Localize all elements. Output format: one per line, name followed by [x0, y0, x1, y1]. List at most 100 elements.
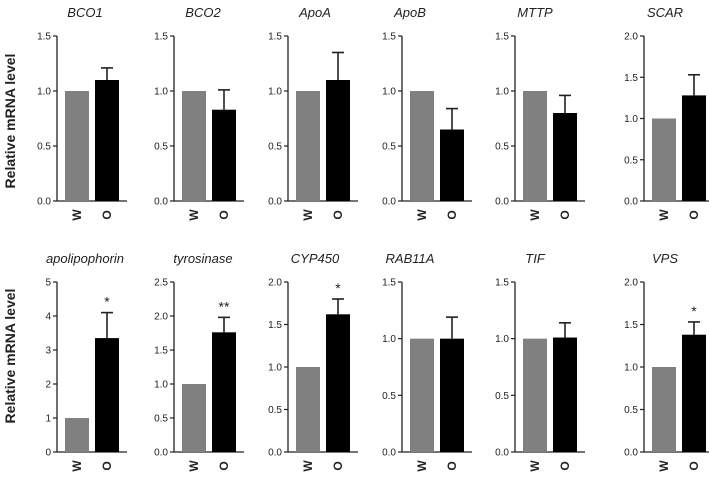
y-tick-label: 1.0 [382, 87, 396, 98]
panel-title: TIF [525, 251, 546, 266]
bar-o [440, 338, 464, 452]
y-tick-label: 1.5 [37, 32, 51, 43]
x-tick-label: W [70, 460, 84, 472]
y-tick-label: 1.0 [382, 334, 396, 345]
y-tick-label: 0.5 [154, 414, 168, 425]
panel-title: CYP450 [291, 251, 340, 266]
panel-bco2: BCO2 0.0 0.5 1.0 1.5 W O [154, 5, 244, 221]
y-tick-label: 0.5 [268, 405, 282, 416]
y-tick-label: 0.0 [268, 448, 282, 459]
y-tick-label: 1.5 [495, 278, 509, 289]
x-tick-label: O [687, 461, 701, 470]
panel-title: RAB11A [386, 251, 435, 266]
y-tick-label: 1.0 [624, 363, 638, 374]
y-tick-label: 3 [45, 346, 51, 357]
x-tick-label: W [70, 209, 84, 221]
y-tick-label: 2.0 [268, 278, 282, 289]
x-tick-label: W [528, 460, 542, 472]
y-tick-label: 1.5 [382, 32, 396, 43]
panel-title: apolipophorin [46, 251, 124, 266]
y-tick-label: 2.0 [624, 278, 638, 289]
y-tick-label: 0.0 [382, 197, 396, 208]
y-tick-label: 0.5 [268, 142, 282, 153]
bar-w [523, 338, 547, 452]
y-tick-label: 1.0 [495, 87, 509, 98]
y-tick-label: 1.0 [268, 87, 282, 98]
y-tick-label: 0.5 [495, 391, 509, 402]
y-tick-label: 1.5 [268, 32, 282, 43]
significance-marker: * [104, 294, 110, 310]
bar-o [440, 129, 464, 201]
significance-marker: * [691, 303, 697, 319]
significance-marker: * [335, 280, 341, 296]
y-tick-label: 2.0 [624, 32, 638, 43]
bar-w [523, 91, 547, 201]
bar-o [95, 338, 119, 452]
y-tick-label: 2.5 [154, 278, 168, 289]
x-tick-label: O [217, 461, 231, 470]
y-tick-label: 5 [45, 278, 51, 289]
panel-title: BCO2 [185, 5, 221, 20]
bar-w [65, 91, 89, 201]
bar-o [212, 332, 236, 452]
x-tick-label: W [415, 209, 429, 221]
y-tick-label: 4 [45, 312, 51, 323]
y-tick-label: 0.0 [624, 448, 638, 459]
panel-apoa: ApoA 0.0 0.5 1.0 1.5 W O [268, 5, 358, 221]
y-tick-label: 0.0 [154, 448, 168, 459]
y-tick-label: 2 [45, 380, 51, 391]
bar-w [182, 91, 206, 201]
panel-title: BCO1 [67, 5, 102, 20]
y-tick-label: 1.5 [495, 32, 509, 43]
x-tick-label: O [331, 461, 345, 470]
panel-title: SCAR [647, 5, 683, 20]
x-tick-label: O [445, 210, 459, 219]
y-tick-label: 1.5 [154, 32, 168, 43]
x-tick-label: O [687, 210, 701, 219]
bar-o [326, 314, 350, 452]
y-tick-label: 0.0 [37, 197, 51, 208]
bar-o [553, 113, 577, 201]
y-tick-label: 0.0 [154, 197, 168, 208]
panel-cyp450: CYP450 0.0 0.5 1.0 1.5 2.0 W * O [268, 251, 358, 472]
bar-w [410, 91, 434, 201]
y-tick-label: 0.0 [382, 448, 396, 459]
x-tick-label: O [100, 461, 114, 470]
y-tick-label: 1.5 [154, 346, 168, 357]
bar-w [652, 367, 676, 452]
y-tick-label: 0.0 [268, 197, 282, 208]
bar-w [410, 338, 434, 452]
y-axis-label-bottom: Relative mRNA level [2, 289, 18, 424]
x-tick-label: W [301, 209, 315, 221]
panel-scar: SCAR 0.0 0.5 1.0 1.5 2.0 W O [624, 5, 709, 221]
y-tick-label: 1.0 [495, 334, 509, 345]
y-tick-label: 0.0 [495, 197, 509, 208]
panel-title: MTTP [517, 5, 553, 20]
bar-o [682, 95, 706, 201]
y-tick-label: 1.0 [154, 87, 168, 98]
x-tick-label: O [217, 210, 231, 219]
y-tick-label: 0.5 [495, 142, 509, 153]
y-tick-label: 1.5 [624, 73, 638, 84]
y-tick-label: 0.5 [37, 142, 51, 153]
bar-o [95, 80, 119, 201]
panel-title: VPS [652, 251, 678, 266]
y-tick-label: 2.0 [154, 312, 168, 323]
bar-o [682, 334, 706, 452]
y-axis-label-top: Relative mRNA level [2, 54, 18, 189]
x-tick-label: W [528, 209, 542, 221]
y-tick-label: 1 [45, 414, 51, 425]
panel-vps: VPS 0.0 0.5 1.0 1.5 2.0 W * O [624, 251, 709, 472]
y-tick-label: 1.5 [382, 278, 396, 289]
panel-mttp: MTTP 0.0 0.5 1.0 1.5 W O [495, 5, 585, 221]
x-tick-label: O [558, 210, 572, 219]
x-tick-label: W [187, 460, 201, 472]
y-tick-label: 1.5 [268, 320, 282, 331]
y-tick-label: 0.5 [154, 142, 168, 153]
bar-w [65, 418, 89, 452]
y-tick-label: 1.0 [624, 114, 638, 125]
panel-bco1: BCO1 0.0 0.5 1.0 1.5 W O [37, 5, 127, 221]
bar-o [553, 337, 577, 452]
